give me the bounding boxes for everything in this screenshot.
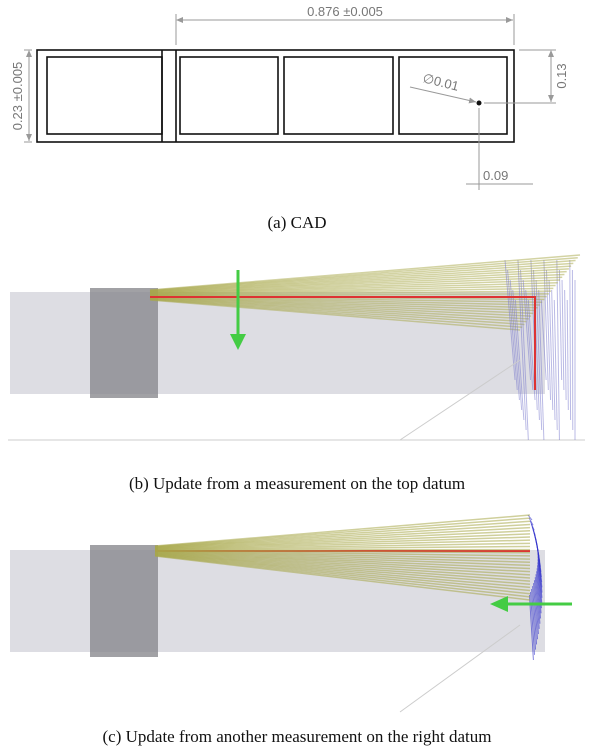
decoration bbox=[530, 521, 534, 530]
figure: 0.876 ±0.005 0.23 ±0.005 0.13 0.09 ∅0.01… bbox=[0, 0, 594, 751]
cad-drawing: 0.876 ±0.005 0.23 ±0.005 0.13 0.09 ∅0.01 bbox=[10, 4, 569, 190]
dim-length: 0.876 ±0.005 bbox=[307, 4, 383, 19]
caption: (b) Update from a measurement on the top… bbox=[129, 474, 465, 493]
dim-height: 0.23 ±0.005 bbox=[10, 62, 25, 131]
dim-hole-diameter: ∅0.01 bbox=[421, 70, 460, 93]
dim-hole-x: 0.09 bbox=[483, 168, 508, 183]
caption: (a) CAD bbox=[267, 213, 326, 232]
dim-hole-y: 0.13 bbox=[554, 63, 569, 88]
caption: (c) Update from another measurement on t… bbox=[103, 727, 492, 746]
render-c bbox=[10, 515, 572, 712]
render-b bbox=[8, 240, 585, 445]
